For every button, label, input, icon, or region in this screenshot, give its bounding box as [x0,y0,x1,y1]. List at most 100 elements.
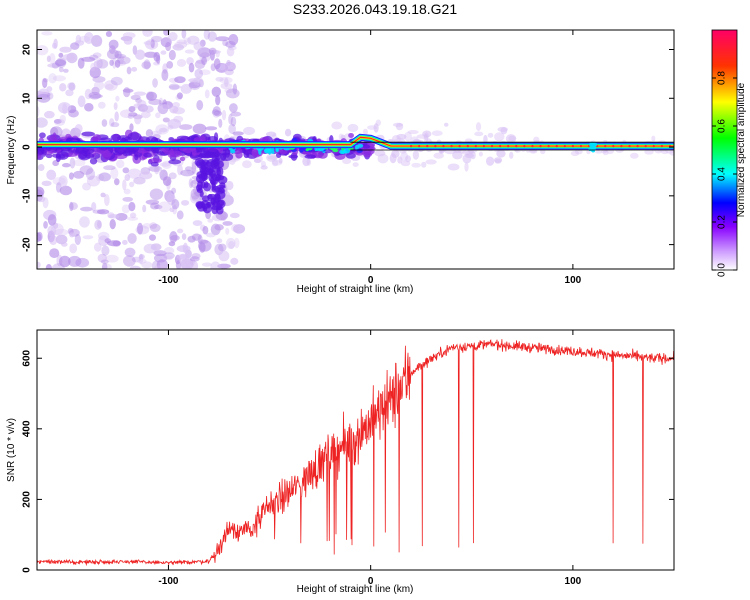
spectrogram-cell [122,239,128,245]
spectrogram-cell [140,111,151,119]
spectrogram-cell [200,167,205,176]
spectrogram-cell [229,103,238,113]
spectrogram-cell [221,109,227,121]
spectrogram-cell [92,209,106,214]
spectrogram-cell [101,245,110,256]
spectrogram-cell [110,133,122,142]
spectrogram-cell [109,59,115,66]
spectrogram-cell [168,83,180,91]
spectrogram-cell [161,255,173,261]
spectrogram-cell [201,56,208,66]
spectrogram-cell [192,220,203,226]
spectrogram-cell [304,154,316,159]
spectrogram-cell [115,95,120,102]
spectrogram-cell [158,127,168,133]
spectrogram-cell [258,148,262,155]
spectrogram-cell [574,149,583,155]
spectrogram-cell [509,151,514,159]
spectrogram-cell [168,49,176,61]
spectrogram-cell [602,150,609,156]
spectrogram-cell [660,144,664,148]
spectrogram-cell [174,41,188,49]
spectrogram-cell [228,240,235,249]
spectrogram-cell [288,154,299,159]
spectrogram-cell [85,153,95,159]
spectrogram-cell [58,255,71,268]
spectrogram-cell [355,152,364,156]
spectrogram-cell [595,150,603,154]
spectrogram-cell [133,91,147,96]
spectrogram-cell [100,259,109,264]
spectrogram-cell [462,154,472,164]
spectrogram-cell [46,92,54,100]
spectrogram-cell [129,212,137,219]
spectrogram-cell [53,38,58,49]
spectrogram-cell [356,148,363,153]
spectrogram-cell [141,261,153,269]
spectrogram-cell [47,225,57,237]
spectrogram-cell [59,83,67,92]
spectrogram-cell [331,121,343,130]
spectrogram-cell [69,157,76,169]
spectrogram-cell [102,150,112,160]
spectrogram-cell [433,152,444,159]
spectrogram-cell [193,137,203,143]
spectrogram-cell [197,180,203,190]
spectrogram-cell [115,212,128,221]
spectrogram-cell [74,123,83,134]
colorbar-ticks: 0.0 0.2 0.4 0.6 0.8 [712,71,737,277]
spectrogram-cell [160,50,167,55]
spectrogram-cell [474,144,478,148]
spectrogram-cell [68,255,82,267]
spectrogram-cell [418,144,421,148]
spectrogram-cell [348,132,354,138]
spectrogram-cell [55,234,68,245]
y-tick-label: 0 [22,567,33,573]
spectrogram-cell [464,138,473,143]
spectrogram-cell [493,157,503,163]
spectrogram-cell [395,122,404,131]
colorbar-tick-label: 0.4 [717,167,728,181]
spectrogram-cell [404,131,412,142]
snr-y-label: SNR (10 * v/v) [6,418,17,482]
spectrogram-cell [37,163,45,172]
spectrogram-cell [54,228,69,236]
spectrogram-cell [466,144,469,148]
spectrogram-cell [110,167,119,180]
spectrogram-cell [225,227,230,235]
spectrogram-cell [52,75,66,82]
spectrogram-cell [284,128,292,137]
spectrogram-cell [176,92,183,100]
spectrogram-cell [79,216,90,228]
spectrogram-cell [409,144,413,148]
ridge-core [37,136,674,147]
spectrogram-cell [630,152,639,159]
spectrogram-cell [92,76,106,83]
spectrogram-cell [53,119,62,124]
spectrogram-cell [232,83,238,95]
spectrogram-cell [57,102,72,114]
spectrogram-cell [224,88,234,94]
spectrogram-cell [225,180,234,191]
spectrogram-cell [345,152,356,159]
spectrogram-cell [218,118,223,128]
spectrogram-cell [105,83,114,90]
spectrogram-cell [388,139,396,143]
spectrogram-cell [169,231,178,243]
spectrogram-cell [155,112,161,119]
spectrogram-cell [160,37,172,48]
spectrogram-cell [660,150,669,155]
spectrogram-cell [62,103,68,115]
spectrogram-cell [206,201,212,209]
spectrogram-cell [42,78,49,83]
spectrogram-cell [103,165,116,171]
spectrogram-cell [43,110,55,119]
spectrogram-cell [157,201,172,213]
spectrogram-cell [207,31,217,42]
spectrogram-cell [43,221,48,229]
spectrogram-cell [124,174,131,181]
spectrogram-cell [523,144,526,148]
colorbar-tick-label: 0.0 [717,263,728,277]
spectrogram-cell [215,36,230,42]
